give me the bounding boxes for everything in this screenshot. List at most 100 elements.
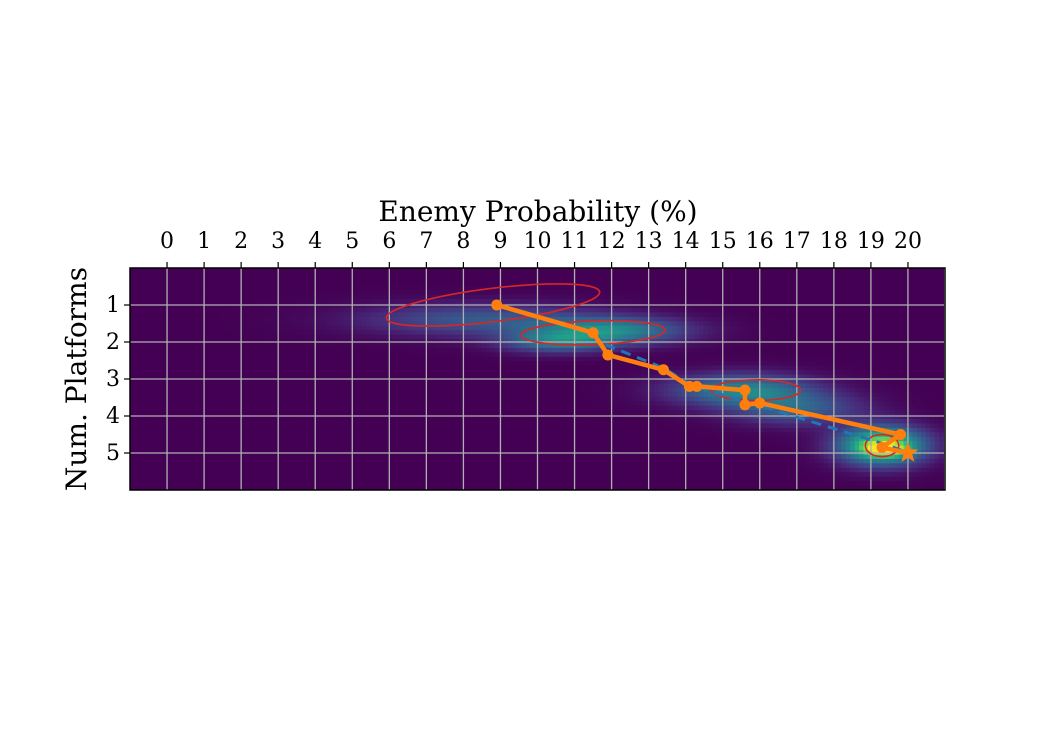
- heatmap-cell: [685, 276, 691, 282]
- heatmap-cell: [401, 334, 407, 340]
- heatmap-cell: [596, 321, 602, 327]
- heatmap-cell: [205, 268, 211, 274]
- heatmap-cell: [543, 343, 549, 349]
- heatmap-cell: [418, 294, 424, 300]
- heatmap-cell: [779, 268, 785, 274]
- heatmap-cell: [641, 325, 647, 331]
- heatmap-cell: [223, 321, 229, 327]
- heatmap-cell: [143, 268, 149, 274]
- heatmap-cell: [392, 299, 398, 305]
- heatmap-cell: [147, 312, 153, 318]
- heatmap-cell: [294, 347, 300, 353]
- heatmap-cell: [441, 334, 447, 340]
- heatmap-cell: [641, 383, 647, 389]
- heatmap-cell: [761, 307, 767, 313]
- heatmap-cell: [810, 330, 816, 336]
- heatmap-cell: [272, 379, 278, 385]
- heatmap-cell: [130, 290, 136, 296]
- heatmap-cell: [236, 361, 242, 367]
- heatmap-cell: [205, 276, 211, 282]
- heatmap-cell: [143, 312, 149, 318]
- heatmap-cell: [903, 299, 909, 305]
- heatmap-cell: [663, 330, 669, 336]
- heatmap-cell: [792, 281, 798, 287]
- heatmap-cell: [899, 276, 905, 282]
- heatmap-cell: [596, 299, 602, 305]
- heatmap-cell: [396, 268, 402, 274]
- heatmap-cell: [890, 361, 896, 367]
- heatmap-cell: [241, 347, 247, 353]
- heatmap-cell: [436, 316, 442, 322]
- heatmap-cell: [779, 370, 785, 376]
- heatmap-cell: [196, 321, 202, 327]
- heatmap-cell: [165, 272, 171, 278]
- heatmap-cell: [694, 276, 700, 282]
- heatmap-cell: [810, 379, 816, 385]
- heatmap-cell: [134, 285, 140, 291]
- heatmap-cell: [361, 361, 367, 367]
- heatmap-cell: [885, 276, 891, 282]
- heatmap-cell: [512, 312, 518, 318]
- heatmap-cell: [823, 334, 829, 340]
- heatmap-cell: [676, 285, 682, 291]
- heatmap-cell: [601, 294, 607, 300]
- heatmap-cell: [863, 334, 869, 340]
- heatmap-cell: [161, 361, 167, 367]
- heatmap-cell: [876, 303, 882, 309]
- heatmap-cell: [850, 361, 856, 367]
- heatmap-cell: [187, 374, 193, 380]
- heatmap-cell: [290, 272, 296, 278]
- heatmap-cell: [472, 290, 478, 296]
- heatmap-cell: [779, 285, 785, 291]
- heatmap-cell: [178, 321, 184, 327]
- heatmap-cell: [450, 307, 456, 313]
- heatmap-cell: [578, 294, 585, 300]
- heatmap-cell: [467, 276, 473, 282]
- heatmap-cell: [378, 365, 384, 371]
- heatmap-cell: [294, 330, 300, 336]
- heatmap-cell: [161, 374, 167, 380]
- heatmap-cell: [512, 268, 518, 274]
- heatmap-cell: [570, 379, 576, 385]
- heatmap-cell: [143, 356, 149, 362]
- heatmap-cell: [458, 330, 465, 336]
- heatmap-cell: [507, 285, 513, 291]
- heatmap-cell: [427, 379, 433, 385]
- heatmap-cell: [614, 316, 620, 322]
- heatmap-cell: [894, 321, 900, 327]
- heatmap-cell: [721, 299, 727, 305]
- heatmap-cell: [236, 299, 242, 305]
- heatmap-cell: [187, 276, 193, 282]
- heatmap-cell: [276, 343, 282, 349]
- heatmap-cell: [863, 307, 869, 313]
- heatmap-cell: [485, 356, 491, 362]
- heatmap-cell: [547, 276, 553, 282]
- heatmap-cell: [467, 356, 473, 362]
- heatmap-cell: [787, 330, 793, 336]
- heatmap-cell: [227, 303, 233, 309]
- heatmap-cell: [258, 303, 264, 309]
- heatmap-cell: [623, 307, 629, 313]
- heatmap-cell: [903, 294, 909, 300]
- heatmap-cell: [770, 334, 776, 340]
- heatmap-cell: [650, 379, 656, 385]
- heatmap-cell: [267, 379, 273, 385]
- heatmap-cell: [863, 299, 869, 305]
- heatmap-cell: [485, 290, 491, 296]
- heatmap-cell: [854, 272, 860, 278]
- heatmap-cell: [587, 370, 593, 376]
- heatmap-cell: [241, 281, 247, 287]
- heatmap-cell: [912, 285, 918, 291]
- heatmap-cell: [885, 356, 891, 362]
- heatmap-cell: [899, 285, 905, 291]
- heatmap-cell: [432, 303, 438, 309]
- heatmap-cell: [850, 285, 856, 291]
- heatmap-cell: [712, 374, 718, 380]
- heatmap-cell: [507, 321, 513, 327]
- heatmap-cell: [210, 276, 216, 282]
- heatmap-cell: [592, 343, 598, 349]
- heatmap-cell: [463, 365, 469, 371]
- heatmap-cell: [454, 356, 460, 362]
- heatmap-cell: [774, 343, 780, 349]
- heatmap-cell: [836, 268, 842, 274]
